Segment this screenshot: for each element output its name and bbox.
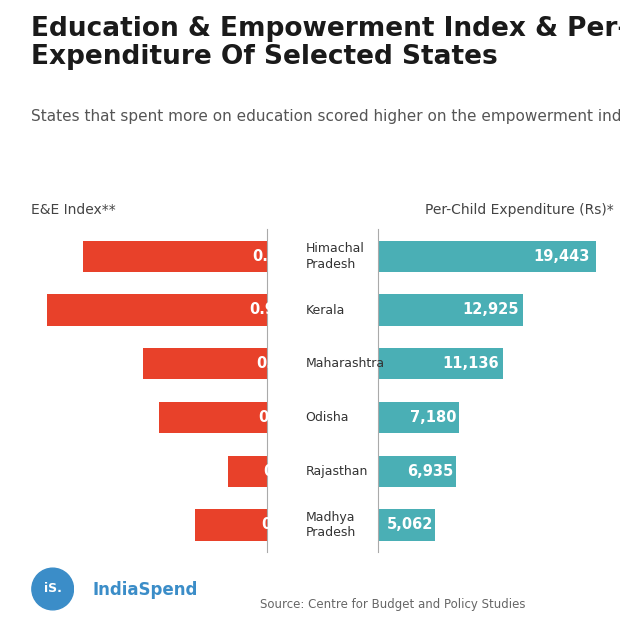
Bar: [46, 294, 267, 326]
Text: Maharashtra: Maharashtra: [306, 357, 385, 370]
Text: iS.: iS.: [44, 582, 61, 595]
Text: States that spent more on education scored higher on the empowerment index: States that spent more on education scor…: [31, 108, 620, 123]
Text: 6,935: 6,935: [407, 464, 454, 479]
Bar: [228, 456, 267, 487]
Text: 0.98: 0.98: [249, 303, 285, 317]
Text: 12,925: 12,925: [463, 303, 519, 317]
Text: 19,443: 19,443: [533, 249, 590, 264]
Text: Rajasthan: Rajasthan: [306, 465, 368, 477]
Bar: [195, 510, 267, 541]
Circle shape: [32, 568, 74, 610]
Text: 0.32: 0.32: [261, 518, 297, 533]
Text: Himachal
Pradesh: Himachal Pradesh: [306, 242, 365, 270]
Text: Kerala: Kerala: [306, 304, 345, 316]
Text: Education & Empowerment Index & Per-Child
Expenditure Of Selected States: Education & Empowerment Index & Per-Chil…: [31, 16, 620, 71]
Bar: [378, 402, 459, 433]
Text: IndiaSpend: IndiaSpend: [93, 581, 198, 600]
Text: 0.82: 0.82: [252, 249, 288, 264]
Bar: [378, 456, 456, 487]
Bar: [143, 348, 267, 379]
Bar: [378, 348, 503, 379]
Bar: [378, 510, 435, 541]
Text: 5,062: 5,062: [387, 518, 433, 533]
Bar: [378, 241, 596, 272]
Bar: [159, 402, 267, 433]
Text: 7,180: 7,180: [410, 410, 456, 425]
Text: 0.48: 0.48: [258, 410, 294, 425]
Bar: [378, 294, 523, 326]
Text: 0.55: 0.55: [257, 356, 293, 371]
Text: 0.17: 0.17: [264, 464, 300, 479]
Text: Per-Child Expenditure (Rs)*: Per-Child Expenditure (Rs)*: [425, 203, 614, 216]
Text: Source: Centre for Budget and Policy Studies: Source: Centre for Budget and Policy Stu…: [260, 598, 526, 611]
Text: 11,136: 11,136: [443, 356, 499, 371]
Bar: [82, 241, 267, 272]
Text: Madhya
Pradesh: Madhya Pradesh: [306, 511, 356, 539]
Text: E&E Index**: E&E Index**: [31, 203, 116, 216]
Text: Odisha: Odisha: [306, 411, 349, 424]
